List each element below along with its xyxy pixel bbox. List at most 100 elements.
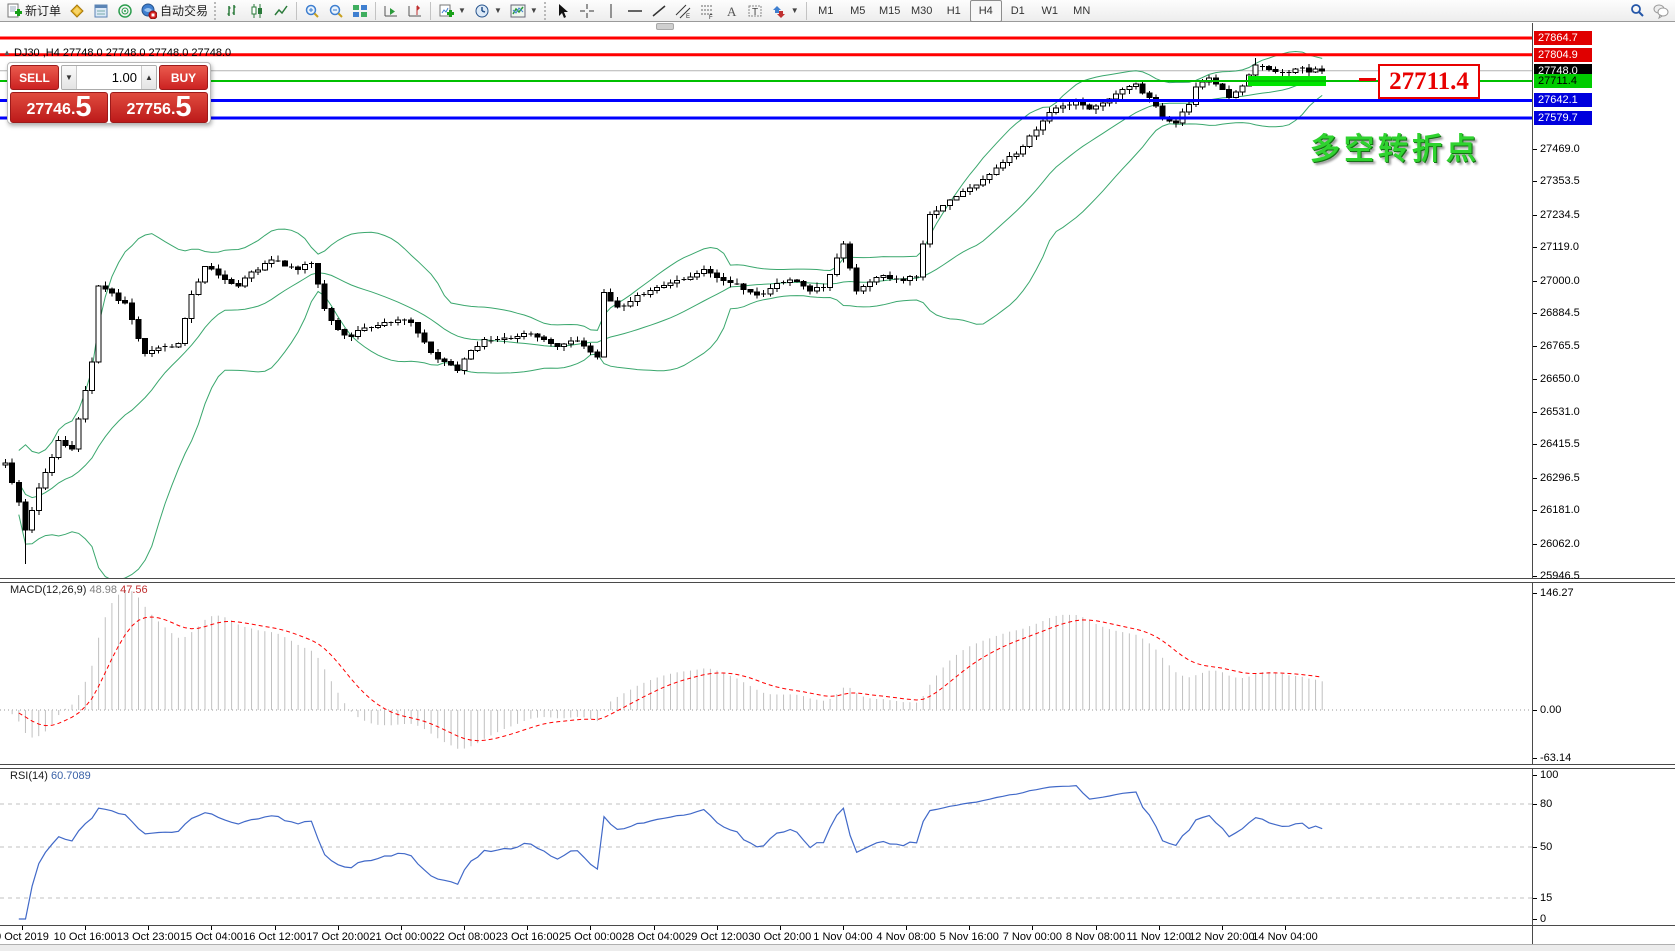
rsi-label: RSI(14) xyxy=(10,770,48,782)
new-chart-button[interactable]: ▼ xyxy=(434,0,470,22)
macd-axis-label: 146.27 xyxy=(1540,587,1574,599)
new-chart-icon xyxy=(439,4,455,17)
callout-dash xyxy=(1359,78,1376,81)
navigator-button[interactable] xyxy=(113,0,137,22)
fibonacci-button[interactable]: F xyxy=(695,0,719,22)
timeframe-button-h4[interactable]: H4 xyxy=(969,0,1002,22)
y-tick-label: 26296.5 xyxy=(1540,471,1580,484)
sell-price-dot: . xyxy=(70,101,76,118)
bar-chart-icon xyxy=(227,4,236,16)
volume-decrease-button[interactable]: ▼ xyxy=(62,66,77,89)
line-chart-button[interactable] xyxy=(269,0,293,22)
tile-windows-button[interactable] xyxy=(348,0,372,22)
zoom-out-button[interactable] xyxy=(324,0,348,22)
price-axis[interactable]: 27864.7 27804.9 27748.0 27711.4 27642.1 27579… xyxy=(1533,22,1675,951)
zoom-in-button[interactable] xyxy=(300,0,324,22)
y-tick-mark xyxy=(1533,214,1537,216)
rsi-axis-label: 15 xyxy=(1540,892,1553,904)
text-button[interactable]: A xyxy=(719,0,743,22)
crosshair-button[interactable] xyxy=(575,0,599,22)
x-tick-mark xyxy=(1285,926,1286,930)
x-axis-label: 17 Oct 20:00 xyxy=(306,931,370,943)
macd-rsi-divider[interactable] xyxy=(0,764,1675,769)
arrows-button[interactable]: ▼ xyxy=(767,0,803,22)
auto-trading-button[interactable]: 自动交易 xyxy=(137,0,212,22)
timeframe-button-h1[interactable]: H1 xyxy=(946,4,961,17)
arrows-icon xyxy=(772,5,785,18)
y-tick-mark xyxy=(1533,247,1537,249)
macd-signal-value: 47.56 xyxy=(120,584,148,596)
candlestick-chart-icon xyxy=(251,3,263,18)
volume-increase-button[interactable]: ▲ xyxy=(141,66,156,89)
trendline-button[interactable] xyxy=(647,0,671,22)
market-watch-button[interactable] xyxy=(65,0,89,22)
line-chart-icon xyxy=(274,5,288,15)
data-window-button[interactable] xyxy=(89,0,113,22)
volume-stepper: ▼ ▲ xyxy=(61,65,157,90)
timeframe-button-d1[interactable]: D1 xyxy=(1010,4,1025,17)
search-icon[interactable] xyxy=(1629,3,1645,19)
collapse-panel-arrow-icon[interactable]: ▲ xyxy=(3,48,11,57)
pane-splitter-handle[interactable] xyxy=(656,23,674,30)
main-macd-divider[interactable] xyxy=(0,578,1675,583)
timeframe-button-m30[interactable]: M30 xyxy=(911,4,933,17)
bollinger-upper-band xyxy=(18,50,1323,454)
x-axis-label: 21 Oct 00:00 xyxy=(369,931,433,943)
timeframe-button-m5[interactable]: M5 xyxy=(850,4,866,17)
chart-shift-button[interactable] xyxy=(403,0,427,22)
price-tag-27804.9: 27804.9 xyxy=(1534,47,1592,62)
timeframe-button-mn[interactable]: MN xyxy=(1073,4,1091,17)
vertical-line-button[interactable] xyxy=(599,0,623,22)
x-axis-label: 1 Nov 04:00 xyxy=(813,931,873,943)
y-tick-mark xyxy=(1533,575,1537,577)
y-tick-mark xyxy=(1533,280,1537,282)
timeframe-group: M1 M5 M15 M30 H1 H4 D1 W1 MN xyxy=(810,0,1098,22)
price-axis-border xyxy=(1532,23,1533,944)
timeframe-button-w1[interactable]: W1 xyxy=(1041,4,1058,17)
buy-price-big-digit: 5 xyxy=(175,91,192,123)
market-watch-icon xyxy=(70,3,84,18)
text-label-button[interactable]: T xyxy=(743,0,767,22)
chat-icon[interactable] xyxy=(1653,3,1669,19)
x-tick-mark xyxy=(1032,926,1034,930)
price-tag-27579.7: 27579.7 xyxy=(1534,110,1592,125)
channel-button[interactable]: E xyxy=(671,0,695,22)
buy-price-display[interactable]: 27756. 5 xyxy=(110,92,208,123)
buy-price-main: 27756 xyxy=(126,101,171,118)
x-tick-mark xyxy=(527,926,529,930)
y-tick-mark xyxy=(1533,758,1537,759)
rsi-label-row: RSI(14) 60.7089 xyxy=(10,770,91,782)
bar-chart-button[interactable] xyxy=(221,0,245,22)
buy-button[interactable]: BUY xyxy=(159,65,208,90)
profiles-button[interactable]: ▼ xyxy=(470,0,506,22)
time-axis[interactable]: 9 Oct 2019 10 Oct 16:00 13 Oct 23:00 15 Oct… xyxy=(0,926,1532,948)
macd-axis-label: 0.00 xyxy=(1540,704,1562,716)
y-tick-mark xyxy=(1533,543,1537,545)
sell-button[interactable]: SELL xyxy=(10,65,59,90)
macd-main-value: 48.98 xyxy=(89,584,118,596)
toolbar-separator xyxy=(296,1,298,20)
volume-input[interactable] xyxy=(77,66,141,89)
y-tick-mark xyxy=(1533,775,1537,776)
y-tick-label: 26415.5 xyxy=(1540,438,1580,451)
turning-point-label[interactable]: 多空转折点 xyxy=(1310,133,1480,166)
x-tick-mark xyxy=(337,926,339,930)
timeframe-button-m15[interactable]: M15 xyxy=(879,4,901,17)
one-click-trading-panel: SELL ▼ ▲ BUY 27746.5 27756.5 xyxy=(7,62,211,124)
chart-area: ▲ DJ30 ,H4 27748.0 27748.0 27748.0 27748… xyxy=(0,22,1675,951)
toolbar-separator xyxy=(805,1,807,20)
auto-scroll-button[interactable] xyxy=(379,0,403,22)
x-axis-label: 8 Nov 08:00 xyxy=(1065,931,1126,943)
x-tick-mark xyxy=(969,926,971,930)
new-order-button[interactable]: 新订单 xyxy=(2,0,65,22)
zoom-out-icon xyxy=(329,4,343,18)
cursor-button[interactable] xyxy=(551,0,575,22)
horizontal-line-button[interactable] xyxy=(623,0,647,22)
y-tick-mark xyxy=(1533,804,1537,805)
candlestick-chart-button[interactable] xyxy=(245,0,269,22)
timeframe-button-m1[interactable]: M1 xyxy=(818,4,834,17)
x-axis-label: 16 Oct 12:00 xyxy=(243,931,307,943)
sell-price-display[interactable]: 27746. 5 xyxy=(10,92,108,123)
indicators-button[interactable]: ▼ xyxy=(506,0,542,22)
price-callout[interactable]: 27711.4 xyxy=(1378,64,1480,99)
